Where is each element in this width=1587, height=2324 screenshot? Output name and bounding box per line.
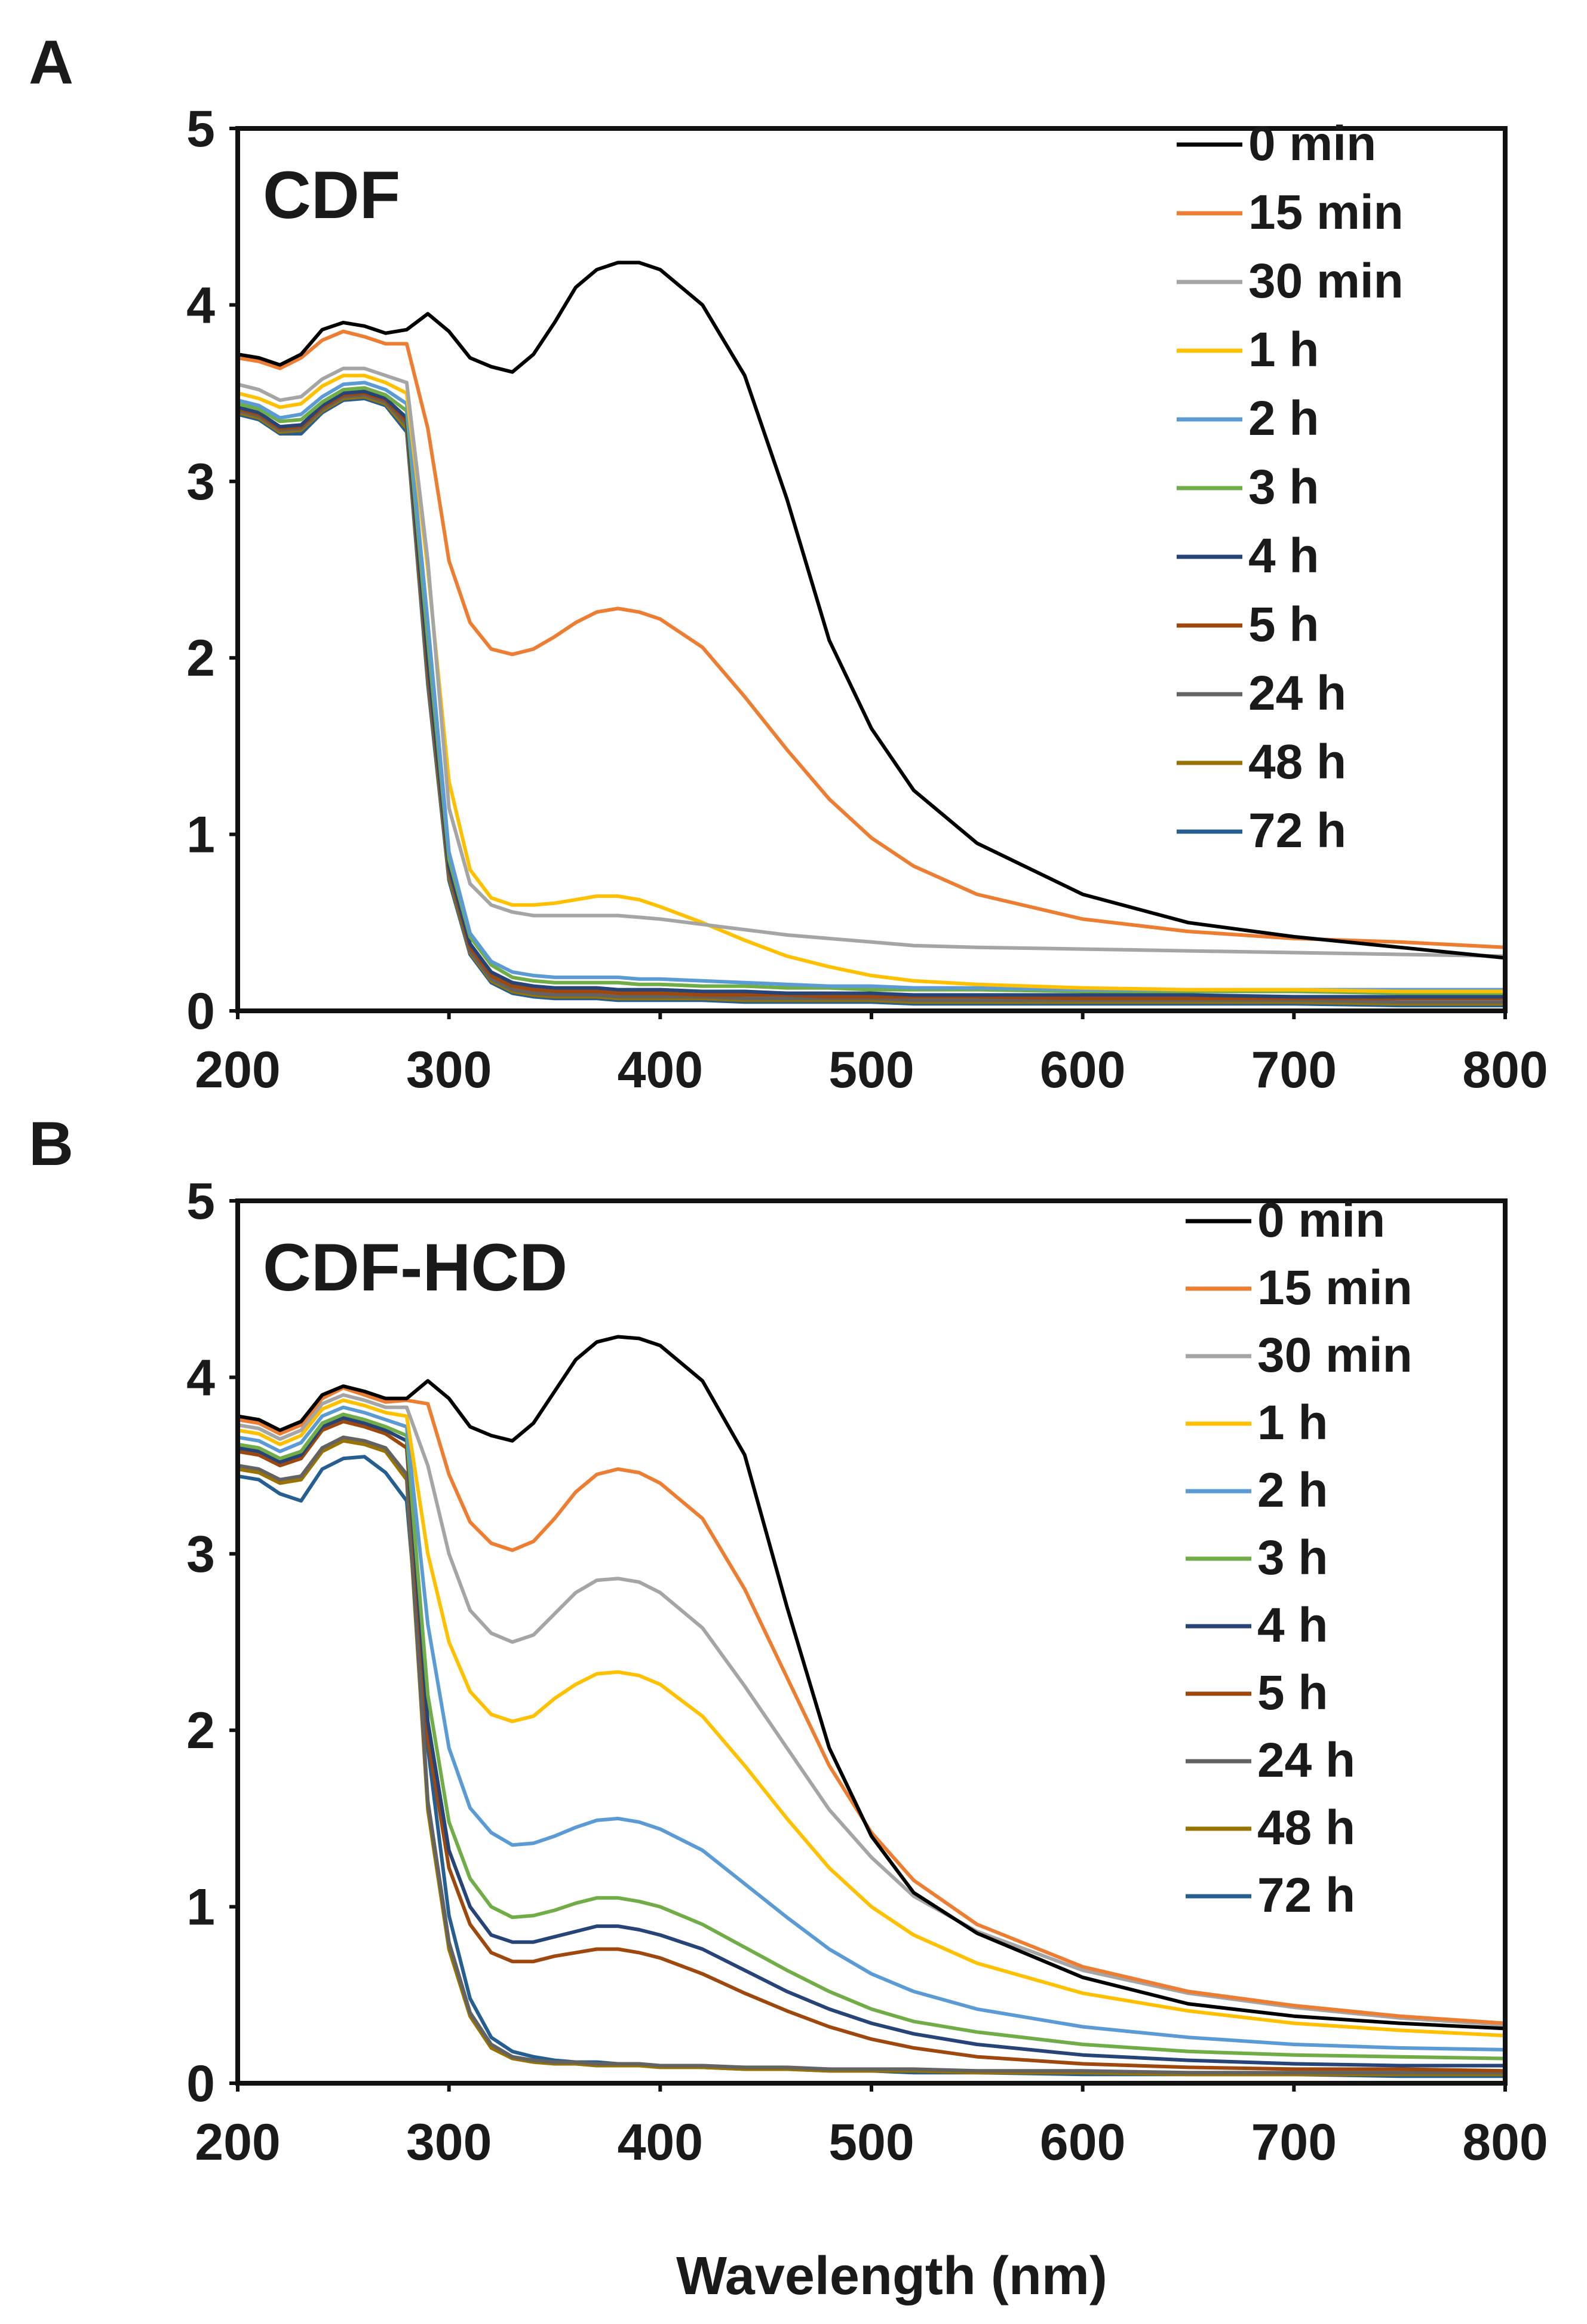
panel-b-chart: 0 1 2 3 4 5 200 300 400 500 600 700 800 CDF-HCD 0 min 1… — [186, 1173, 1548, 2171]
legend-label: 0 min — [1248, 116, 1376, 171]
legend-label: 4 h — [1248, 529, 1319, 583]
series-line-4-h — [236, 390, 1507, 999]
legend-item: 30 min — [1186, 1328, 1413, 1382]
x-axis-title: Wavelength (nm) — [676, 2246, 1107, 2306]
legend-item: 3 h — [1177, 460, 1319, 514]
legend-item: 3 h — [1186, 1531, 1328, 1585]
x-tick-label: 300 — [406, 2114, 492, 2171]
legend-label: 30 min — [1257, 1328, 1413, 1382]
legend-item: 15 min — [1177, 185, 1404, 240]
legend-item: 2 h — [1177, 391, 1319, 446]
legend-item: 4 h — [1186, 1598, 1328, 1652]
series-line-2-h — [236, 381, 1507, 992]
x-tick-label: 600 — [1040, 1041, 1126, 1099]
legend-label: 1 h — [1257, 1396, 1328, 1450]
legend-label: 15 min — [1248, 185, 1404, 240]
chart-title: CDF-HCD — [263, 1230, 567, 1305]
x-tick-label: 600 — [1040, 2114, 1126, 2171]
x-tick-label: 500 — [828, 2114, 914, 2171]
series-line-0-min — [236, 1335, 1507, 2031]
series-line-4-h — [236, 1416, 1507, 2068]
legend-label: 5 h — [1248, 597, 1319, 652]
series-line-15-min — [236, 1386, 1507, 2025]
legend-item: 1 h — [1177, 323, 1319, 377]
legend-item: 15 min — [1186, 1261, 1413, 1315]
legend-item: 5 h — [1186, 1666, 1328, 1720]
series-line-0-min — [236, 260, 1507, 960]
series-line-3-h — [236, 1412, 1507, 2061]
legend-label: 24 h — [1248, 666, 1346, 720]
x-tick-label: 500 — [828, 1041, 914, 1099]
x-tick-label: 800 — [1462, 1041, 1548, 1099]
series-line-24-h — [236, 1435, 1507, 2075]
legend-item: 24 h — [1177, 666, 1346, 720]
legend-item: 48 h — [1177, 735, 1346, 789]
series-line-1-h — [236, 373, 1507, 994]
legend: 0 min 15 min 30 min 1 h 2 h 3 h 4 h 5 h 24 h 48 h… — [1186, 1193, 1413, 1923]
x-tick-label: 800 — [1462, 2114, 1548, 2171]
y-tick-label: 4 — [186, 277, 215, 334]
legend-item: 1 h — [1186, 1396, 1328, 1450]
legend-item: 72 h — [1177, 804, 1346, 858]
x-tick-label: 300 — [406, 1041, 492, 1099]
legend-label: 1 h — [1248, 323, 1319, 377]
legend-label: 0 min — [1257, 1193, 1385, 1247]
legend-item: 24 h — [1186, 1733, 1355, 1788]
y-tick-label: 4 — [186, 1349, 215, 1406]
panel-a-letter: A — [29, 28, 73, 97]
x-tick-label: 200 — [195, 1041, 281, 1099]
legend-label: 3 h — [1257, 1531, 1328, 1585]
legend-item: 48 h — [1186, 1801, 1355, 1855]
y-tick-label: 5 — [186, 1173, 215, 1230]
legend-label: 4 h — [1257, 1598, 1328, 1652]
series-lines — [236, 1335, 1507, 2078]
legend-item: 2 h — [1186, 1463, 1328, 1517]
legend-label: 48 h — [1248, 735, 1346, 789]
panel-b-letter: B — [29, 1109, 73, 1179]
legend-item: 4 h — [1177, 529, 1319, 583]
y-tick-label: 2 — [186, 630, 215, 687]
legend-label: 2 h — [1257, 1463, 1328, 1517]
series-lines — [236, 260, 1507, 1008]
legend-label: 15 min — [1257, 1261, 1413, 1315]
legend-label: 2 h — [1248, 391, 1319, 446]
legend-label: 3 h — [1248, 460, 1319, 514]
x-tick-label: 200 — [195, 2114, 281, 2171]
legend-item: 30 min — [1177, 254, 1404, 308]
legend: 0 min 15 min 30 min 1 h 2 h 3 h 4 h 5 h 24 h 48 h… — [1177, 116, 1404, 858]
x-tick-label: 700 — [1251, 1041, 1337, 1099]
legend-label: 72 h — [1248, 804, 1346, 858]
legend-label: 72 h — [1257, 1868, 1355, 1923]
legend-label: 48 h — [1257, 1801, 1355, 1855]
series-line-15-min — [236, 329, 1507, 949]
x-tick-label: 400 — [618, 1041, 704, 1099]
series-line-5-h — [236, 1419, 1507, 2073]
series-line-1-h — [236, 1398, 1507, 2038]
legend-label: 5 h — [1257, 1666, 1328, 1720]
legend-item: 0 min — [1186, 1193, 1385, 1247]
y-tick-label: 5 — [186, 100, 215, 158]
y-tick-label: 1 — [186, 1879, 215, 1936]
y-tick-label: 0 — [186, 983, 215, 1040]
y-tick-label: 1 — [186, 807, 215, 864]
legend-item: 5 h — [1177, 597, 1319, 652]
x-tick-label: 400 — [618, 2114, 704, 2171]
series-line-2-h — [236, 1405, 1507, 2052]
y-tick-label: 3 — [186, 1526, 215, 1583]
legend-item: 0 min — [1177, 116, 1376, 171]
legend-item: 72 h — [1186, 1868, 1355, 1923]
chart-title: CDF — [263, 158, 400, 232]
x-tick-label: 700 — [1251, 2114, 1337, 2171]
panel-a-chart: 0 1 2 3 4 5 200 300 400 500 600 700 800 CDF 0 min 15 mi… — [186, 100, 1548, 1099]
series-line-30-min — [236, 366, 1507, 958]
y-tick-label: 0 — [186, 2055, 215, 2113]
y-tick-label: 2 — [186, 1702, 215, 1759]
legend-label: 30 min — [1248, 254, 1404, 308]
y-tick-label: 3 — [186, 453, 215, 511]
legend-label: 24 h — [1257, 1733, 1355, 1788]
